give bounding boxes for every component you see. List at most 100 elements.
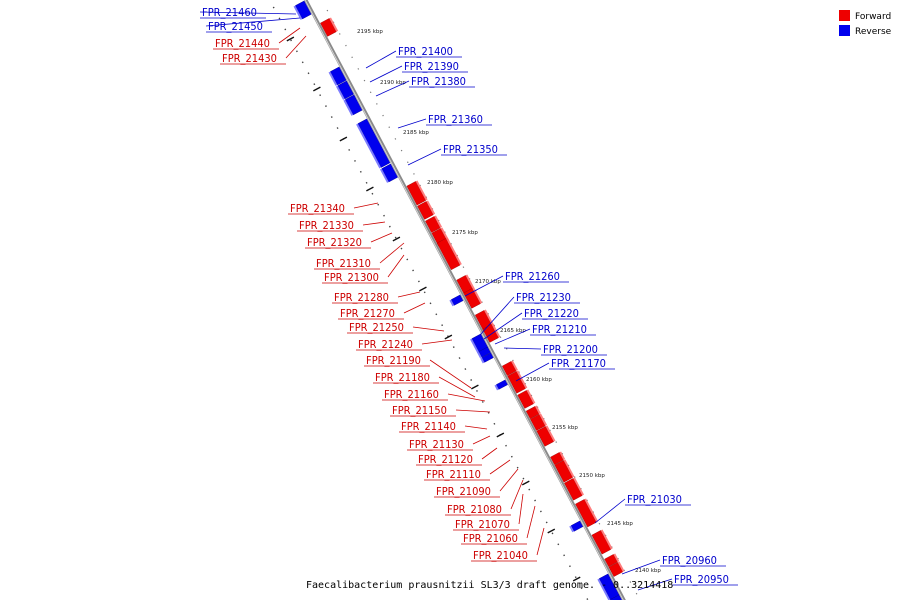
gene-label[interactable]: FPR_20950 (674, 573, 729, 586)
gene-leader-line (379, 242, 405, 264)
gene-label[interactable]: FPR_21170 (551, 357, 606, 370)
gene-label[interactable]: FPR_21300 (324, 271, 379, 284)
scale-tick-mark (419, 286, 427, 292)
gene-label[interactable]: FPR_21320 (307, 236, 362, 249)
gene-glyph-highlight (511, 360, 518, 371)
gene-leader-line (403, 302, 426, 314)
gene-glyph-highlight (617, 561, 625, 572)
genome-backbone-highlight (304, 0, 624, 600)
gene-glyph-highlight (329, 17, 339, 32)
gene-glyph-highlight (449, 299, 455, 307)
gene-leader-line (503, 347, 542, 350)
gene-glyph-highlight (335, 85, 345, 100)
gene-leader-line (499, 468, 519, 492)
gene-glyph-highlight (470, 338, 479, 353)
gene-leader-line (594, 498, 626, 524)
scale-tick-label: 2190 kbp (380, 80, 406, 86)
gene-leader-line (447, 393, 486, 402)
scale-tick-mark (366, 186, 374, 192)
gene-label[interactable]: FPR_21440 (215, 37, 270, 50)
leader-line-layer (199, 11, 738, 591)
gene-label[interactable]: FPR_21200 (543, 343, 598, 356)
gene-leader-line (472, 435, 491, 445)
scale-tick-label: 2185 kbp (403, 130, 429, 136)
gene-label[interactable]: FPR_21060 (463, 532, 518, 545)
gene-glyph-highlight (600, 529, 613, 550)
gene-glyph-highlight (356, 123, 382, 169)
gene-leader-line (489, 459, 511, 475)
gene-label[interactable]: FPR_21350 (443, 143, 498, 156)
gene-leader-line (407, 148, 442, 166)
gene-label[interactable]: FPR_21080 (447, 503, 502, 516)
gene-label[interactable]: FPR_21330 (299, 219, 354, 232)
gene-label[interactable]: FPR_21240 (358, 338, 413, 351)
gene-leader-line (621, 559, 661, 575)
gene-label[interactable]: FPR_21120 (418, 453, 473, 466)
scale-tick-label: 2145 kbp (607, 521, 633, 527)
gene-label[interactable]: FPR_21210 (532, 323, 587, 336)
gene-leader-line (199, 11, 297, 15)
scale-tick-label: 2165 kbp (500, 328, 526, 334)
gene-leader-line (518, 493, 524, 525)
gene-label[interactable]: FPR_21460 (202, 6, 257, 19)
gene-leader-line (353, 202, 379, 209)
gene-leader-line (362, 221, 386, 226)
gene-glyph-highlight (539, 413, 548, 426)
gene-glyph-highlight (613, 553, 620, 563)
gene-label[interactable]: FPR_21190 (366, 354, 421, 367)
gene-glyph-highlight (472, 287, 483, 304)
gene-label[interactable]: FPR_21450 (208, 20, 263, 33)
gene-label[interactable]: FPR_21360 (428, 113, 483, 126)
gene-label[interactable]: FPR_21140 (401, 420, 456, 433)
gene-label[interactable]: FPR_20960 (662, 554, 717, 567)
scale-tick-label: 2180 kbp (427, 180, 453, 186)
gene-label[interactable]: FPR_21430 (222, 52, 277, 65)
scale-tick-label: 2175 kbp (452, 230, 478, 236)
gene-leader-line (483, 312, 523, 340)
gene-glyph-highlight (573, 477, 585, 496)
gene-label[interactable]: FPR_21220 (524, 307, 579, 320)
gene-leader-line (536, 527, 545, 556)
gene-label[interactable]: FPR_21150 (392, 404, 447, 417)
scale-tick-mark (286, 36, 295, 42)
gene-leader-line (278, 27, 301, 44)
gene-label[interactable]: FPR_21340 (290, 202, 345, 215)
gene-label[interactable]: FPR_21040 (473, 549, 528, 562)
gene-glyph-highlight (343, 99, 354, 116)
gene-label[interactable]: FPR_21030 (627, 493, 682, 506)
scale-tick-mark (496, 432, 505, 438)
gene-label[interactable]: FPR_21260 (505, 270, 560, 283)
gene-label[interactable]: FPR_21390 (404, 60, 459, 73)
gene-glyph-highlight (480, 357, 485, 364)
scale-tick-mark (339, 136, 348, 142)
gene-label[interactable]: FPR_21180 (375, 371, 430, 384)
gene-label[interactable]: FPR_21160 (384, 388, 439, 401)
gene-glyph-highlight (569, 525, 575, 533)
gene-label[interactable]: FPR_21130 (409, 438, 464, 451)
gene-leader-line (464, 425, 488, 430)
gene-label[interactable]: FPR_21070 (455, 518, 510, 531)
gene-label[interactable]: FPR_21310 (316, 257, 371, 270)
gene-label[interactable]: FPR_21090 (436, 485, 491, 498)
gene-glyph-highlight (545, 425, 556, 442)
map-caption: Faecalibacterium prausnitzii SL3/3 draft… (306, 580, 673, 591)
gene-label[interactable]: FPR_21250 (349, 321, 404, 334)
gene-leader-line (438, 376, 476, 398)
scale-tick-label: 2150 kbp (579, 473, 605, 479)
scale-tick-label: 2160 kbp (526, 377, 552, 383)
scale-tick-mark (521, 480, 530, 486)
gene-label[interactable]: FPR_21230 (516, 291, 571, 304)
gene-label[interactable]: FPR_21400 (398, 45, 453, 58)
legend-forward-label: Forward (855, 12, 891, 22)
gene-leader-line (369, 65, 403, 83)
gene-glyph-highlight (559, 451, 566, 461)
gene-leader-line (494, 328, 531, 345)
gene-leader-line (387, 254, 405, 278)
gene-label[interactable]: FPR_21270 (340, 307, 395, 320)
scale-tick-mark (572, 576, 581, 582)
gene-label[interactable]: FPR_21380 (411, 75, 466, 88)
gene-leader-line (455, 409, 491, 413)
gene-label[interactable]: FPR_21280 (334, 291, 389, 304)
gene-label[interactable]: FPR_21110 (426, 468, 481, 481)
